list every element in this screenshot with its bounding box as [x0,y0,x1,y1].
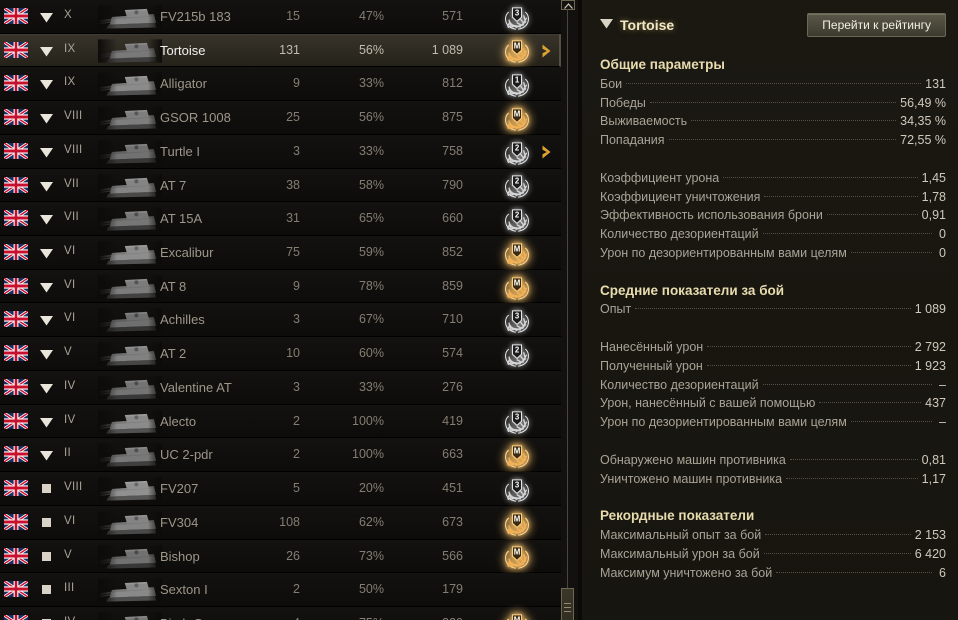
svg-text:3: 3 [515,413,520,422]
svg-text:2: 2 [515,177,520,186]
svg-text:1: 1 [515,76,520,85]
svg-text:M: M [514,514,521,523]
svg-text:M: M [514,446,521,455]
svg-text:M: M [514,42,521,51]
svg-text:2: 2 [515,210,520,219]
svg-text:M: M [514,109,521,118]
svg-text:2: 2 [515,345,520,354]
svg-text:3: 3 [515,312,520,321]
svg-text:M: M [514,548,521,557]
svg-text:3: 3 [515,480,520,489]
svg-text:3: 3 [515,8,520,17]
svg-text:2: 2 [515,143,520,152]
svg-text:M: M [514,278,521,287]
svg-text:M: M [514,615,521,620]
svg-text:M: M [514,244,521,253]
